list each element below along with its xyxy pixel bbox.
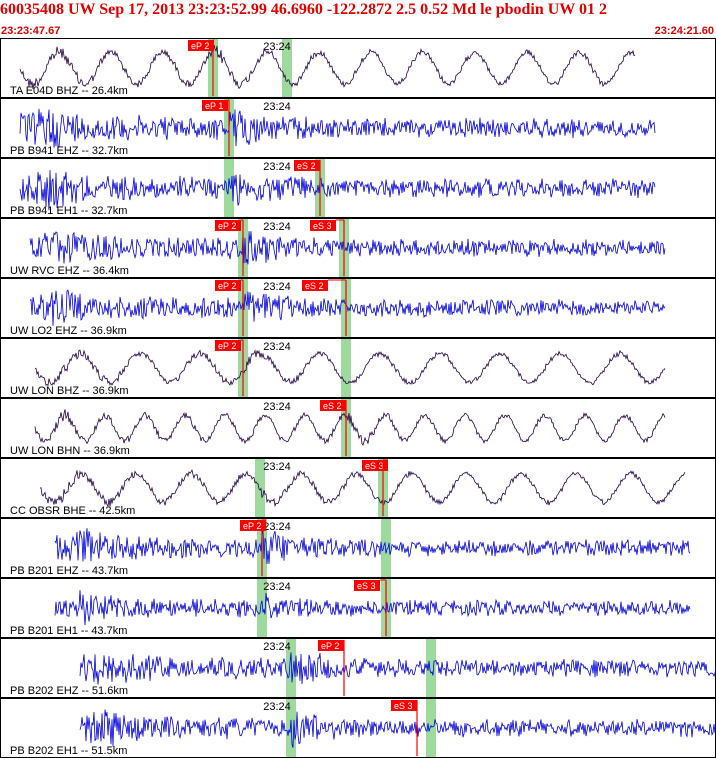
time-tick-label: 23:24 [263,461,291,473]
pick-label: eS 2 [297,161,316,171]
pick-label: eP 2 [218,281,236,291]
channel-panel: 23:24 eS 3 PB B201 EH1 -- 43.7km [0,578,716,638]
pick-marker[interactable] [320,400,346,411]
channel-label: PB B201 EHZ -- 43.7km [10,565,128,577]
channel-label: UW LON BHN -- 36.9km [10,445,130,457]
channel-panel: 23:24 eP 2 eS 2 UW LO2 EHZ -- 36.9km [0,278,716,338]
waveform-trace [34,409,666,446]
phase-window [426,639,436,697]
pick-marker[interactable] [202,100,228,111]
channel-label: CC OBSR BHE -- 42.5km [10,505,135,517]
pick-label: eS 3 [365,461,384,471]
channel-label: UW LO2 EHZ -- 36.9km [10,325,127,337]
time-tick-label: 23:24 [263,41,291,53]
waveform-trace [19,170,656,211]
pick-marker[interactable] [302,280,328,291]
phase-window [255,459,265,517]
time-tick-label: 23:24 [263,341,291,353]
time-tick-label: 23:24 [263,281,291,293]
pick-label: eP 1 [205,101,223,111]
pick-label: eS 3 [313,221,332,231]
pick-label: eS 2 [323,401,342,411]
phase-window [282,39,292,97]
channel-panel: 23:24 eS 2 UW LON BHN -- 36.9km [0,398,716,458]
pick-marker[interactable] [310,220,336,231]
pick-marker[interactable] [215,220,241,231]
pick-marker[interactable] [294,160,320,171]
start-time: 23:23:47.67 [1,25,60,37]
pick-marker[interactable] [318,640,344,651]
pick-marker[interactable] [391,700,417,711]
channel-label: PB B201 EH1 -- 43.7km [10,625,127,637]
channel-panel: 23:24 eP 2 PB B202 EHZ -- 51.6km [0,638,716,698]
channel-panel: 23:24 eS 3 CC OBSR BHE -- 42.5km [0,458,716,518]
waveform-trace [39,469,686,508]
time-tick-label: 23:24 [263,401,291,413]
phase-window [426,699,436,757]
pick-marker[interactable] [215,280,241,291]
time-tick-label: 23:24 [263,221,291,233]
channel-panel: 23:24 eS 3 PB B202 EH1 -- 51.5km [0,698,716,758]
waveform-trace [34,349,666,387]
time-tick-label: 23:24 [263,641,291,653]
pick-marker[interactable] [188,40,214,51]
waveform-trace [19,44,636,90]
channel-panel: 23:24 eP 2 UW LON BHZ -- 36.9km [0,338,716,398]
channel-label: UW RVC EHZ -- 36.4km [10,265,129,277]
waveform-trace [54,528,691,565]
pick-marker[interactable] [240,520,266,531]
pick-label: eP 2 [218,221,236,231]
channel-label: TA E04D BHZ -- 26.4km [10,85,128,97]
waveform-trace [79,709,716,748]
waveform-trace [79,652,716,685]
time-tick-label: 23:24 [263,581,291,593]
channel-label: PB B941 EH1 -- 32.7km [10,205,127,217]
pick-marker[interactable] [362,460,388,471]
channel-panel: 23:24 eP 1 PB B941 EHZ -- 32.7km [0,98,716,158]
pick-label: eP 2 [218,341,236,351]
pick-marker[interactable] [215,340,241,351]
phase-window [341,339,351,397]
pick-label: eS 2 [305,281,324,291]
channel-label: PB B202 EHZ -- 51.6km [10,685,128,697]
pick-label: eS 3 [394,701,413,711]
channel-label: PB B941 EHZ -- 32.7km [10,145,128,157]
waveform-trace [19,108,656,148]
pick-label: eP 2 [321,641,339,651]
phase-window [381,519,391,577]
event-title: 60035408 UW Sep 17, 2013 23:23:52.99 46.… [0,1,607,18]
channel-label: PB B202 EH1 -- 51.5km [10,745,127,757]
time-tick-label: 23:24 [263,521,291,533]
phase-window [224,159,234,217]
waveform-trace [54,590,691,626]
phase-window [286,639,296,697]
time-tick-label: 23:24 [263,701,291,713]
waveform-trace [29,289,666,326]
time-tick-label: 23:24 [263,161,291,173]
channel-panel: 23:24 eS 2 PB B941 EH1 -- 32.7km [0,158,716,218]
channel-panel: 23:24 eP 2 TA E04D BHZ -- 26.4km [0,38,716,98]
waveform-trace [29,231,666,265]
channel-panel: 23:24 eP 2 eS 3 UW RVC EHZ -- 36.4km [0,218,716,278]
pick-marker[interactable] [354,580,380,591]
pick-label: eP 2 [243,521,261,531]
end-time: 23:24:21.60 [655,25,714,37]
phase-window [257,579,267,637]
pick-label: eP 2 [191,41,209,51]
time-tick-label: 23:24 [263,101,291,113]
pick-label: eS 3 [357,581,376,591]
channel-label: UW LON BHZ -- 36.9km [10,385,129,397]
